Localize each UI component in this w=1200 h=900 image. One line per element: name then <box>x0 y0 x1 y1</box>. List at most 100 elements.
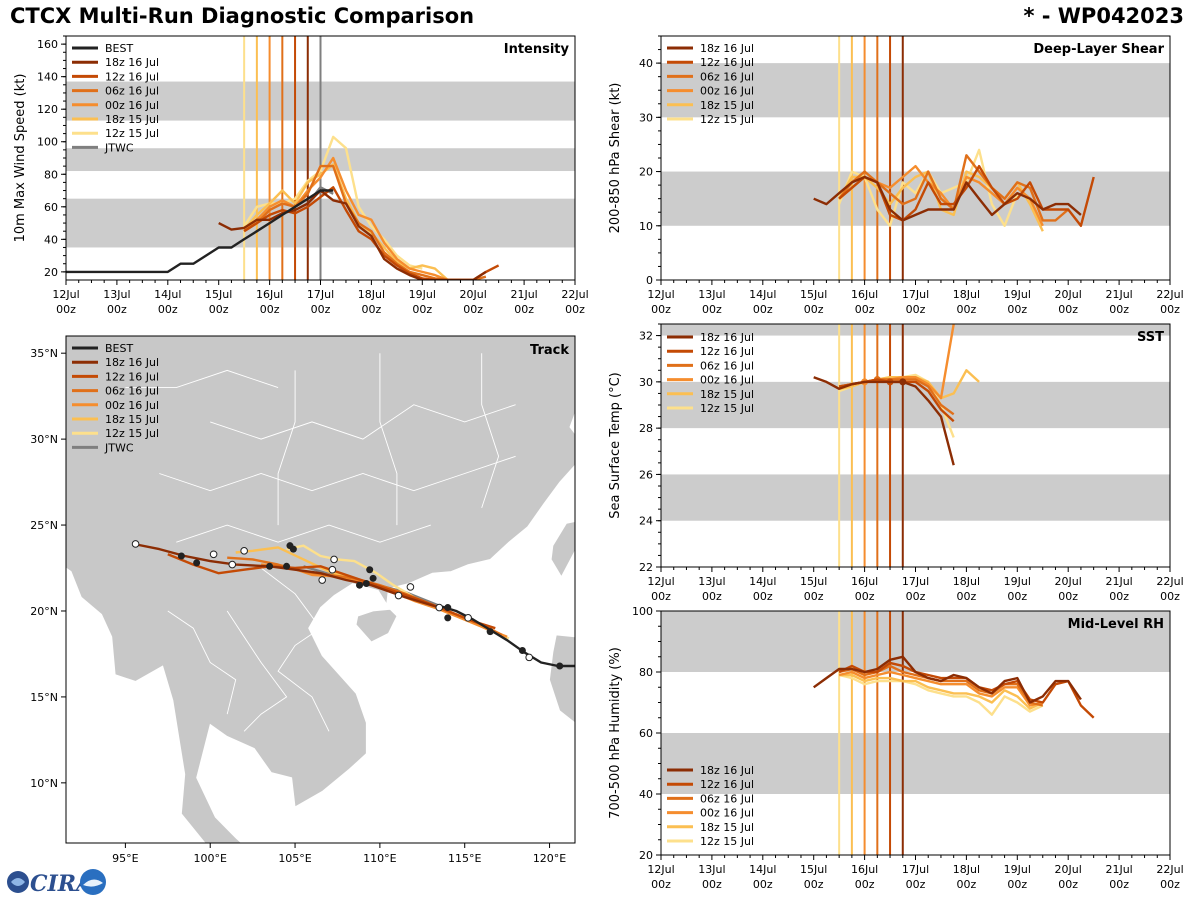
track-lon-label: 100°E <box>193 852 226 865</box>
track-position-filled <box>266 562 274 570</box>
sst-xtick-hour: 00z <box>702 590 722 603</box>
rh-xtick-hour: 00z <box>906 878 926 891</box>
sst-title: SST <box>1137 330 1164 345</box>
map-border <box>379 353 398 526</box>
rh-legend-label-18z-15-jul: 18z 15 Jul <box>700 821 754 834</box>
intensity-xtick-day: 22Jul <box>561 288 588 301</box>
intensity-xtick-day: 12Jul <box>52 288 79 301</box>
sst-band <box>661 381 1170 429</box>
intensity-xtick-hour: 00z <box>107 303 127 316</box>
sst-ytick-label: 30 <box>639 376 653 389</box>
intensity-ytick-label: 140 <box>37 71 58 84</box>
track-lon-label: 115°E <box>448 852 481 865</box>
track-lon-label: 95°E <box>112 852 138 865</box>
track-position-filled <box>444 604 452 612</box>
intensity-xtick-hour: 00z <box>209 303 229 316</box>
shear-xtick-day: 14Jul <box>749 288 776 301</box>
track-plot-area <box>66 336 575 843</box>
rh-xtick-hour: 00z <box>1109 878 1129 891</box>
sst-band <box>661 324 1170 336</box>
track-lat-label: 30°N <box>30 433 58 446</box>
track-lon-label: 105°E <box>278 852 311 865</box>
intensity-xtick-hour: 00z <box>362 303 382 316</box>
rh-xtick-hour: 00z <box>702 878 722 891</box>
sst-ytick-label: 22 <box>639 561 653 574</box>
rh-xtick-hour: 00z <box>1160 878 1180 891</box>
intensity-legend-label-06z-16-jul: 06z 16 Jul <box>105 85 159 98</box>
intensity-ytick-label: 100 <box>37 136 58 149</box>
sst-ytick-label: 28 <box>639 422 653 435</box>
shear-xtick-hour: 00z <box>855 303 875 316</box>
shear-legend-label-12z-15-jul: 12z 15 Jul <box>700 113 754 126</box>
map-border <box>125 369 279 389</box>
shear-xtick-day: 17Jul <box>902 288 929 301</box>
sst-xtick-hour: 00z <box>906 590 926 603</box>
intensity-xtick-day: 16Jul <box>256 288 283 301</box>
track-position-open <box>435 603 444 612</box>
track-lon-label: 110°E <box>363 852 396 865</box>
track-lat-label: 25°N <box>30 519 58 532</box>
intensity-panel: 20 40 60 80 100 120 140 160 12Jul 00z 13Jul 00z 14Ju… <box>13 35 589 316</box>
track-position-open <box>328 565 337 574</box>
sst-legend-label-06z-16-jul: 06z 16 Jul <box>700 359 754 372</box>
track-position-open <box>131 540 140 548</box>
shear-xtick-day: 16Jul <box>851 288 878 301</box>
taiwan-island <box>550 521 575 578</box>
sst-xtick-hour: 00z <box>1109 590 1129 603</box>
track-frame <box>65 335 576 844</box>
rh-xtick-day: 21Jul <box>1105 863 1132 876</box>
shear-legend-label-18z-16-jul: 18z 16 Jul <box>700 42 754 55</box>
sst-plot-area <box>661 324 1170 567</box>
intensity-xtick-hour: 00z <box>565 303 585 316</box>
shear-ylabel: 200-850 hPa Shear (kt) <box>608 83 623 234</box>
shear-xtick-day: 19Jul <box>1004 288 1031 301</box>
sst-ytick-label: 26 <box>639 468 653 481</box>
sst-xtick-day: 13Jul <box>698 575 725 588</box>
shear-xtick-day: 12Jul <box>647 288 674 301</box>
shear-xtick-day: 20Jul <box>1055 288 1082 301</box>
intensity-xtick-hour: 00z <box>311 303 331 316</box>
page-title: CTCX Multi-Run Diagnostic Comparison <box>10 4 475 28</box>
map-border <box>210 404 516 440</box>
track-legend-label-06z-16-jul: 06z 16 Jul <box>105 385 159 398</box>
shear-xtick-hour: 00z <box>1007 303 1027 316</box>
sst-xtick-day: 16Jul <box>851 575 878 588</box>
intensity-legend-label-best: BEST <box>105 42 133 55</box>
shear-legend-label-12z-16-jul: 12z 16 Jul <box>700 56 754 69</box>
shear-band <box>661 63 1170 118</box>
rh-panel: 20 40 60 80 100 12Jul 00z 13Jul 00z 14Jul 00z 15Jul… <box>608 605 1184 891</box>
sst-xtick-hour: 00z <box>651 590 671 603</box>
sst-xtick-hour: 00z <box>957 590 977 603</box>
sst-legend-label-12z-15-jul: 12z 15 Jul <box>700 402 754 415</box>
track-legend-label-12z-15-jul: 12z 15 Jul <box>105 427 159 440</box>
track-position-filled <box>444 614 452 622</box>
intensity-xtick-day: 19Jul <box>409 288 436 301</box>
intensity-legend-label-jtwc: JTWC <box>104 141 134 154</box>
track-legend-label-18z-16-jul: 18z 16 Jul <box>105 356 159 369</box>
intensity-ytick-label: 80 <box>44 168 58 181</box>
track-legend-label-jtwc: JTWC <box>104 441 134 454</box>
map-border <box>176 524 431 543</box>
track-position-filled <box>283 562 291 570</box>
shear-title: Deep-Layer Shear <box>1033 42 1164 57</box>
track-legend-label-00z-16-jul: 00z 16 Jul <box>105 399 159 412</box>
sst-xtick-hour: 00z <box>804 590 824 603</box>
cira-badge-wave-icon <box>83 879 103 887</box>
intensity-legend-label-00z-16-jul: 00z 16 Jul <box>105 99 159 112</box>
track-position-open <box>464 614 472 622</box>
track-position-open <box>228 560 237 569</box>
map-border <box>159 455 516 492</box>
sst-xtick-hour: 00z <box>1007 590 1027 603</box>
intensity-xtick-day: 21Jul <box>510 288 537 301</box>
sst-band <box>661 474 1170 521</box>
track-position-filled <box>369 574 377 582</box>
rh-title: Mid-Level RH <box>1068 617 1164 632</box>
sst-xtick-day: 20Jul <box>1055 575 1082 588</box>
track-position-filled <box>177 552 185 560</box>
sst-marker-18z-16-jul <box>899 378 907 386</box>
cira-logo: CIRA <box>7 869 106 897</box>
rh-xtick-day: 18Jul <box>953 863 980 876</box>
track-position-open <box>209 550 218 559</box>
intensity-xtick-day: 20Jul <box>460 288 487 301</box>
